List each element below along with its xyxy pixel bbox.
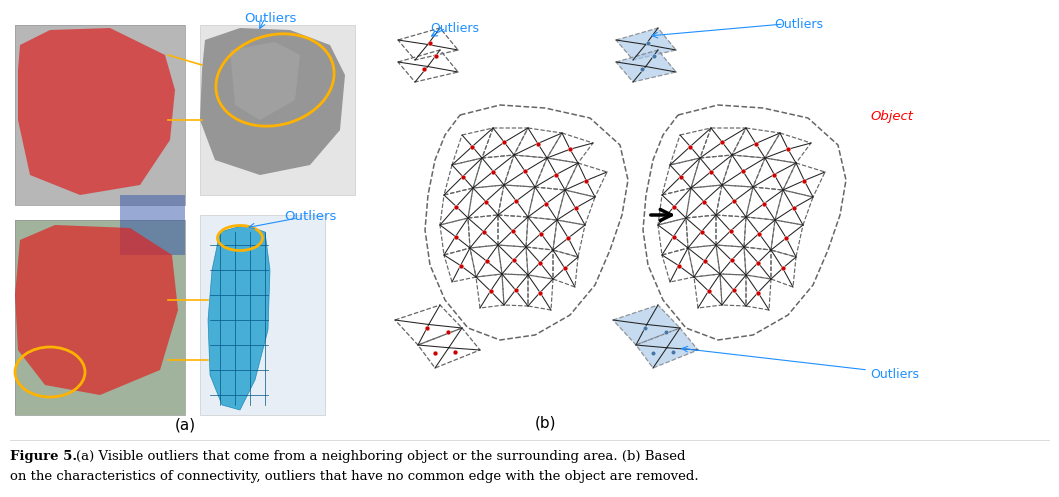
Text: Outliers: Outliers [244, 12, 297, 25]
Polygon shape [18, 28, 175, 195]
Text: Outliers: Outliers [284, 210, 336, 223]
Text: Outliers: Outliers [774, 18, 824, 31]
Bar [15, 25, 185, 205]
Text: (b): (b) [534, 415, 556, 430]
Bar [200, 215, 325, 415]
Polygon shape [613, 305, 680, 345]
Polygon shape [616, 50, 676, 82]
Bar [200, 25, 355, 195]
Polygon shape [616, 28, 676, 60]
Polygon shape [208, 225, 270, 410]
Bar [15, 220, 185, 415]
Text: Figure 5.: Figure 5. [10, 450, 77, 463]
Text: Object: Object [870, 110, 913, 123]
Polygon shape [15, 225, 178, 395]
Text: (a) Visible outliers that come from a neighboring object or the surrounding area: (a) Visible outliers that come from a ne… [76, 450, 685, 463]
Text: Outliers: Outliers [870, 368, 919, 381]
Bar [15, 220, 185, 415]
Polygon shape [636, 328, 698, 368]
Bar [120, 195, 185, 255]
Text: Outliers: Outliers [431, 22, 480, 35]
Polygon shape [230, 42, 300, 120]
Text: (a): (a) [175, 418, 196, 433]
Polygon shape [200, 28, 345, 175]
Bar [15, 25, 185, 205]
Text: on the characteristics of connectivity, outliers that have no common edge with t: on the characteristics of connectivity, … [10, 470, 699, 483]
